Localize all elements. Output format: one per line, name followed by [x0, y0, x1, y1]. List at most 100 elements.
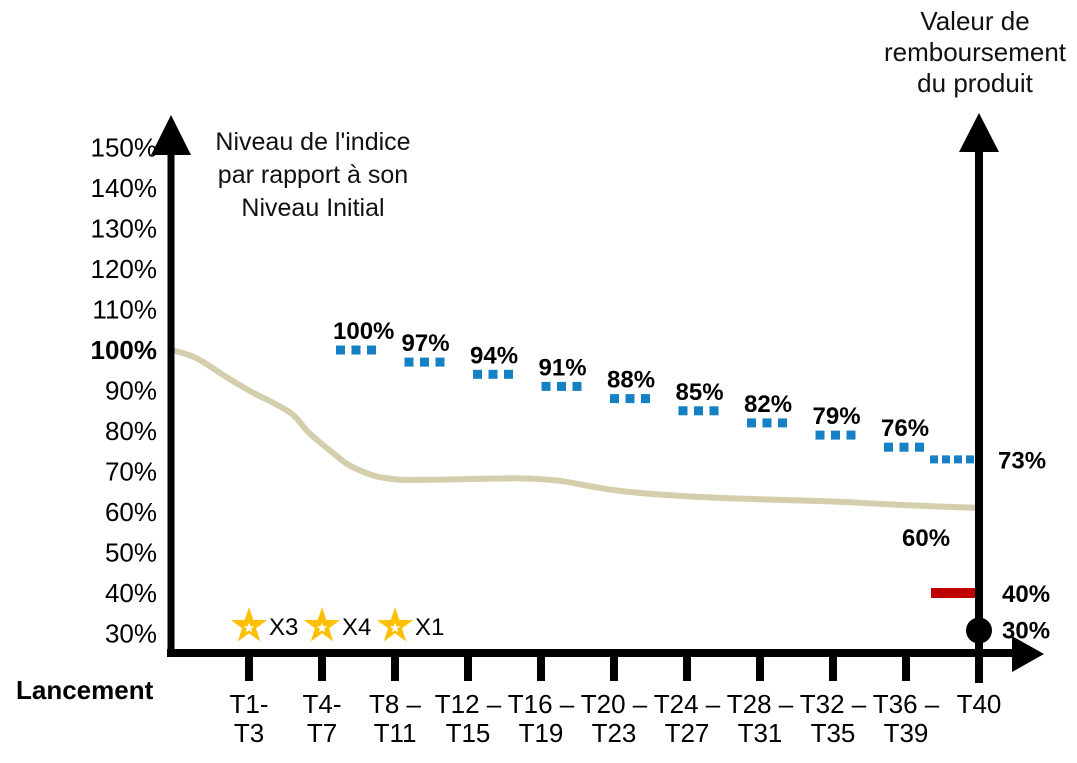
barrier-step-label: 97% [402, 330, 450, 357]
barrier-step-dot [915, 442, 924, 452]
barrier-step-dot [435, 357, 445, 367]
x-axis-tick-label: T39 [884, 718, 929, 748]
x-axis-tick-label: T20 – [581, 689, 648, 719]
y-axis-tick-label: 60% [105, 497, 157, 527]
barrier-step-dot [541, 381, 551, 391]
final-redemption-label: 30% [1002, 618, 1050, 645]
barrier-step-dot [762, 418, 772, 428]
barrier-step-dot [351, 345, 361, 355]
barrier-step-label: 76% [881, 415, 929, 442]
right-axis-title-line: Valeur de [920, 6, 1030, 36]
x-axis-origin-label: Lancement [16, 675, 154, 705]
barrier-step-label: 79% [813, 403, 861, 430]
x-axis-tick-label: T3 [234, 718, 264, 748]
y-axis-tick-label: 80% [105, 416, 157, 446]
barrier-step-label: 88% [607, 367, 655, 394]
y-axis-tick-label: 50% [105, 538, 157, 568]
x-axis-tick-label: T19 [519, 718, 564, 748]
y-axis-tick-label: 150% [91, 133, 158, 163]
left-axis-title: Niveau de l'indice par rapport à son Niv… [197, 126, 429, 225]
index-curve [169, 347, 982, 511]
barrier-step-dot [557, 381, 566, 391]
y-axis-tick-label: 40% [105, 578, 157, 608]
barrier-step-dot [709, 406, 719, 416]
barrier-step-label: 91% [539, 354, 587, 381]
x-axis-arrow-icon [1012, 636, 1044, 672]
star-inner-icon [243, 622, 255, 633]
barrier-step-dot [930, 455, 938, 464]
barrier-step-dot [747, 418, 756, 428]
y-axis-arrow-icon [151, 115, 191, 155]
barrier-step-dot [473, 369, 482, 379]
barrier-step-dot [831, 430, 840, 440]
barrier-step-dot [572, 381, 582, 391]
left-axis-title-line: Niveau Initial [241, 194, 385, 222]
barrier-step-dot [336, 345, 345, 355]
barrier-step-dot [504, 369, 513, 379]
star-count-label: X1 [415, 614, 444, 641]
left-axis-title-line: par rapport à son [217, 161, 409, 189]
y-axis-tick-label: 120% [91, 254, 158, 284]
right-axis-title: Valeur de remboursement du produit [853, 6, 1077, 99]
left-axis-title-line: Niveau de l'indice [215, 128, 411, 156]
barrier-step-dot [815, 430, 825, 440]
star-inner-icon [389, 622, 401, 633]
x-axis-tick-label: T27 [665, 718, 710, 748]
y-axis-tick-label: 130% [91, 214, 158, 244]
x-axis-tick-label: T23 [592, 718, 637, 748]
redemption-axis-arrow-icon [959, 113, 999, 152]
index-curve-end-label: 60% [902, 525, 950, 552]
y-axis-tick-label: 30% [105, 619, 157, 649]
right-axis-title-line: remboursement [883, 37, 1067, 67]
y-axis-tick-label: 110% [92, 295, 157, 325]
x-axis-tick-label: T1- [230, 689, 269, 719]
y-axis-tick-label: 70% [105, 457, 157, 487]
right-axis-title-line: du produit [917, 68, 1033, 98]
barrier-step-label: 94% [470, 342, 518, 369]
x-axis-tick-label: T11 [374, 718, 417, 748]
x-axis-tick-label: T12 – [435, 689, 502, 719]
barrier-step-label: 73% [998, 447, 1046, 474]
x-axis-tick-label: T15 [446, 718, 491, 748]
x-axis-tick-label: T16 – [508, 689, 575, 719]
star-inner-icon [316, 622, 328, 633]
x-axis-tick-label: T36 – [873, 689, 940, 719]
x-axis-tick-label: T32 – [800, 689, 867, 719]
y-axis-tick-label: 100% [91, 335, 158, 365]
barrier-step-dot [942, 455, 950, 464]
barrier-step-dot [678, 406, 688, 416]
x-axis-tick-label: T4- [303, 689, 342, 719]
barrier-step-dot [954, 455, 962, 464]
barrier-step-dot [404, 357, 414, 367]
barrier-step-label: 85% [676, 379, 724, 406]
y-axis-tick-label: 140% [91, 173, 158, 203]
x-axis-tick-label: T28 – [727, 689, 794, 719]
barrier-step-dot [625, 394, 635, 404]
final-redemption-dot [966, 617, 992, 644]
redemption-floor-label: 40% [1002, 581, 1050, 608]
barrier-step-label: 100% [333, 318, 394, 345]
barrier-step-dot [610, 394, 619, 404]
x-axis-tick-label: T40 [957, 689, 1002, 719]
x-axis-tick-label: T35 [811, 718, 856, 748]
y-axis-tick-label: 90% [105, 376, 157, 406]
barrier-step-label: 82% [744, 391, 792, 418]
x-axis-tick-label: T24 – [654, 689, 721, 719]
barrier-step-dot [641, 394, 650, 404]
barrier-step-dot [488, 369, 498, 379]
barrier-step-dot [899, 442, 909, 452]
star-count-label: X3 [269, 614, 298, 641]
star-count-label: X4 [342, 614, 371, 641]
x-axis-tick-label: T8 – [369, 689, 422, 719]
barrier-step-dot [778, 418, 787, 428]
barrier-step-dot [367, 345, 376, 355]
barrier-step-dot [884, 442, 893, 452]
x-axis-tick-label: T31 [738, 718, 783, 748]
barrier-step-dot [966, 455, 974, 464]
barrier-step-dot [694, 406, 703, 416]
barrier-step-dot [420, 357, 429, 367]
x-axis-tick-label: T7 [307, 718, 337, 748]
barrier-step-dot [846, 430, 856, 440]
